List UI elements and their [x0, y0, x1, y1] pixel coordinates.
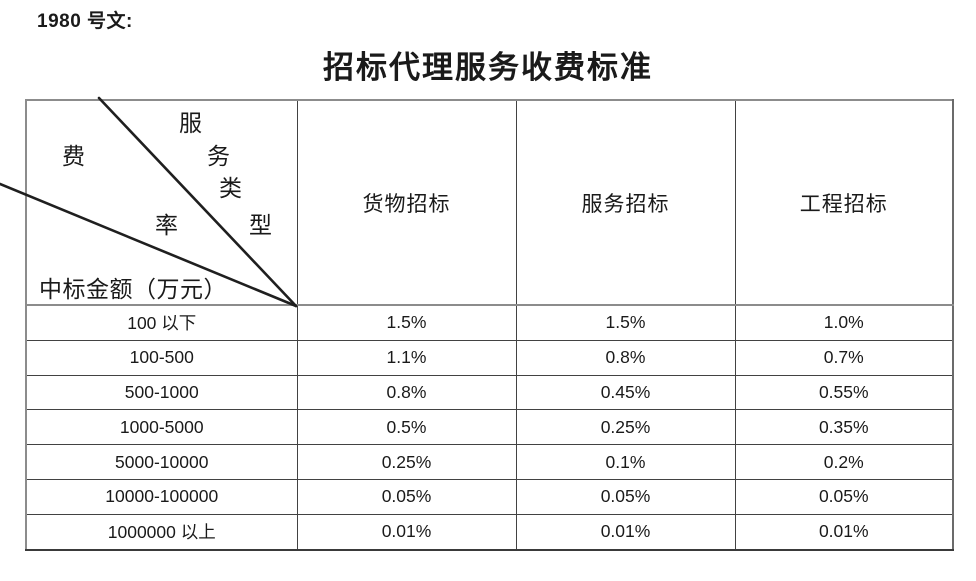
row-label: 100-500 — [25, 339, 298, 376]
column-header-engineering: 工程招标 — [734, 99, 954, 306]
fee-cell: 0.01% — [515, 513, 736, 551]
table-row: 5000-10000 0.25% 0.1% 0.2% — [25, 444, 954, 480]
fee-cell: 0.8% — [515, 339, 736, 376]
fee-standard-table: 费 率 服 务 类 型 中标金额（万元） 货物招标 服务招标 工程招标 100 … — [25, 99, 954, 551]
fee-cell: 0.8% — [296, 374, 517, 411]
fee-cell: 0.05% — [296, 478, 517, 515]
table-row: 1000-5000 0.5% 0.25% 0.35% — [25, 409, 954, 446]
corner-fee-char-2: 率 — [155, 213, 178, 238]
corner-type-char-4: 型 — [249, 213, 272, 238]
row-label: 5000-10000 — [25, 444, 298, 480]
doc-number-label: 1980 号文: — [37, 11, 133, 32]
page-title: 招标代理服务收费标准 — [323, 50, 653, 85]
fee-cell: 0.1% — [515, 444, 736, 480]
corner-type-char-1: 服 — [179, 111, 202, 136]
fee-cell: 0.25% — [296, 444, 517, 480]
fee-cell: 0.7% — [734, 339, 954, 376]
fee-cell: 1.0% — [734, 304, 954, 341]
table-row: 100 以下 1.5% 1.5% 1.0% — [25, 304, 954, 341]
corner-type-char-3: 类 — [219, 176, 242, 201]
fee-cell: 0.55% — [734, 374, 954, 411]
column-header-services: 服务招标 — [515, 99, 736, 306]
fee-cell: 0.2% — [734, 444, 954, 480]
fee-cell: 0.5% — [296, 409, 517, 446]
row-label: 1000000 以上 — [25, 513, 298, 551]
corner-fee-char-1: 费 — [62, 144, 85, 169]
column-header-goods: 货物招标 — [296, 99, 517, 306]
table-row: 500-1000 0.8% 0.45% 0.55% — [25, 374, 954, 411]
fee-cell: 0.45% — [515, 374, 736, 411]
table-header-row: 费 率 服 务 类 型 中标金额（万元） 货物招标 服务招标 工程招标 — [25, 99, 954, 306]
table-row: 100-500 1.1% 0.8% 0.7% — [25, 339, 954, 376]
table-row: 10000-100000 0.05% 0.05% 0.05% — [25, 478, 954, 515]
table-row: 1000000 以上 0.01% 0.01% 0.01% — [25, 513, 954, 551]
fee-cell: 0.01% — [734, 513, 954, 551]
row-label: 500-1000 — [25, 374, 298, 411]
row-label: 1000-5000 — [25, 409, 298, 446]
fee-cell: 0.05% — [734, 478, 954, 515]
corner-type-char-2: 务 — [207, 144, 230, 169]
corner-amount-label: 中标金额（万元） — [39, 277, 227, 302]
row-label: 10000-100000 — [25, 478, 298, 515]
fee-cell: 0.01% — [296, 513, 517, 551]
fee-cell: 0.05% — [515, 478, 736, 515]
row-label: 100 以下 — [25, 304, 298, 341]
fee-cell: 1.1% — [296, 339, 517, 376]
fee-cell: 1.5% — [296, 304, 517, 341]
diagonal-corner-cell: 费 率 服 务 类 型 中标金额（万元） — [25, 99, 298, 306]
fee-cell: 1.5% — [515, 304, 736, 341]
fee-cell: 0.25% — [515, 409, 736, 446]
fee-cell: 0.35% — [734, 409, 954, 446]
